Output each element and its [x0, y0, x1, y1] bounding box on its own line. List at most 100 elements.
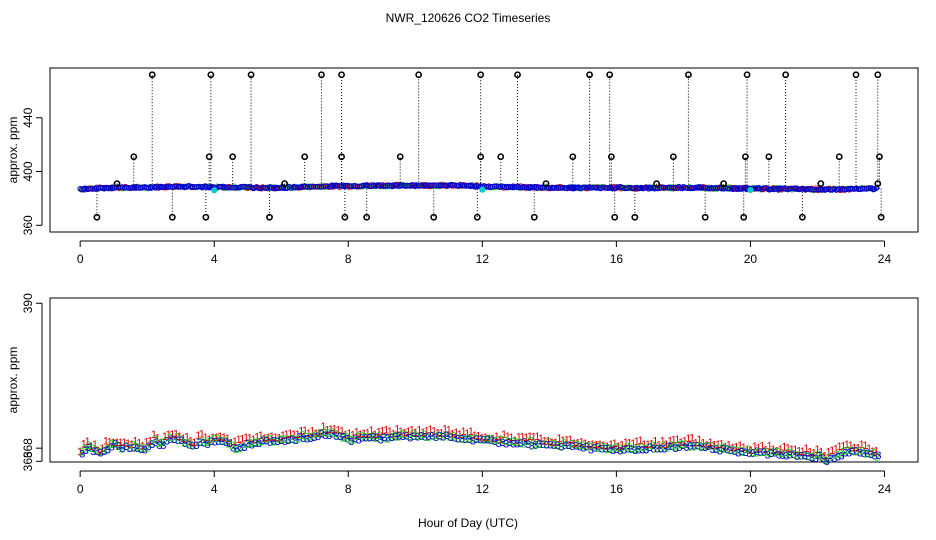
series-3-point: 3: [481, 435, 487, 447]
series-1-point: 1: [833, 444, 839, 456]
series-1-point: 1: [693, 438, 699, 450]
series-1-point: 1: [213, 432, 219, 444]
baseline-point: [535, 184, 542, 191]
series-3-point: 3: [429, 431, 435, 443]
series-1-point: 1: [752, 441, 758, 453]
baseline-point: [511, 184, 518, 191]
series-2-point: 2: [871, 447, 877, 459]
spike-small-marker: [542, 180, 550, 188]
baseline-point: [135, 184, 142, 191]
baseline-point: [238, 183, 244, 190]
series-3-point: 3: [654, 443, 660, 455]
baseline-point: [537, 184, 544, 191]
baseline-point: [230, 184, 236, 191]
spike-high-marker: [247, 71, 255, 79]
baseline-point: [324, 183, 331, 190]
series-1-point: 1: [634, 436, 640, 448]
series-3-point: 3: [112, 439, 118, 451]
series-1-point: 1: [228, 438, 234, 450]
baseline-point: [467, 183, 474, 190]
series-1-point: 1: [140, 440, 146, 452]
series-3-point: 3: [617, 445, 623, 457]
baseline-point: [523, 184, 530, 191]
series-1-point: 1: [217, 431, 223, 443]
series-2-point: 2: [532, 440, 538, 452]
baseline-point: [308, 184, 315, 190]
series-3-point: 3: [422, 432, 428, 444]
series-3-point: 3: [179, 435, 185, 447]
series-2-point: 2: [244, 439, 250, 451]
series-2-point: 2: [686, 442, 692, 454]
baseline-point: [437, 183, 443, 189]
series-1-point: 1: [567, 434, 573, 446]
series-1-point: 1: [682, 436, 688, 448]
series-2-point: 2: [108, 439, 114, 451]
baseline-point: [256, 185, 262, 191]
series-2-point: 2: [554, 439, 560, 451]
baseline-point: [811, 187, 817, 193]
series-2-point: 2: [535, 439, 541, 451]
series-1-point: 1: [372, 429, 378, 441]
series-2-point: 2: [484, 434, 490, 446]
baseline-point: [525, 184, 532, 191]
series-3-point: 3: [783, 450, 789, 462]
baseline-point: [519, 184, 526, 191]
series-2-point: 2: [461, 434, 467, 446]
series-2-point: 2: [561, 438, 567, 450]
series-3-point: 3: [175, 435, 181, 447]
series-1-point: 1: [615, 441, 621, 453]
series-3-point: 3: [805, 451, 811, 463]
baseline-point: [224, 184, 230, 191]
baseline-point: [773, 185, 779, 192]
series-3-point: 3: [562, 440, 568, 452]
series-3-point: 3: [743, 447, 749, 459]
series-2-point: 2: [819, 452, 825, 464]
series-2-point: 2: [85, 440, 91, 452]
series-3-point: 3: [109, 441, 115, 453]
series-1-point: 1: [191, 437, 197, 449]
baseline-point: [559, 184, 566, 191]
series-1-point: 1: [151, 429, 157, 441]
series-3-point: 3: [533, 440, 539, 452]
series-2-point: 2: [491, 436, 497, 448]
series-3-point: 3: [684, 442, 690, 454]
spike-high-marker: [782, 71, 790, 79]
series-1-point: 1: [733, 441, 739, 453]
series-2-point: 2: [631, 444, 637, 456]
baseline-point: [419, 182, 425, 189]
series-1-point: 1: [645, 439, 651, 451]
top-panel: approx. ppm 0 4 8 12 16 20 24 360 400 440: [6, 67, 919, 266]
baseline-point: [348, 183, 355, 189]
series-1-point: 1: [497, 434, 503, 446]
baseline-point: [789, 185, 795, 192]
baseline-point: [403, 182, 409, 189]
series-3-point: 3: [669, 441, 675, 453]
series-2-point: 2: [679, 439, 685, 451]
series-1-point: 1: [623, 437, 629, 449]
series-1-point: 1: [792, 444, 798, 456]
series-2-point: 2: [388, 432, 394, 444]
series-3-point: 3: [665, 441, 671, 453]
spike-high-marker: [148, 71, 156, 79]
baseline-point: [513, 184, 520, 190]
series-1-point: 1: [331, 423, 337, 435]
series-1-point: 1: [578, 436, 584, 448]
series-2-point: 2: [605, 444, 611, 456]
series-1-point: 1: [225, 433, 231, 445]
series-3-point: 3: [507, 437, 513, 449]
baseline-point: [459, 182, 466, 189]
series-1-point: 1: [700, 437, 706, 449]
top-spike-markers: [93, 71, 885, 221]
series-2-point: 2: [321, 427, 327, 439]
series-1-point: 1: [280, 430, 286, 442]
series-3-point: 3: [363, 432, 369, 444]
series-3-point: 3: [348, 436, 354, 448]
series-2-point: 2: [745, 444, 751, 456]
bottom-y-tick-label: 366: [21, 451, 35, 471]
series-3-point: 3: [580, 442, 586, 454]
baseline-point: [165, 184, 172, 190]
baseline-point: [360, 182, 367, 189]
series-1-point: 1: [475, 431, 481, 443]
series-2-point: 2: [465, 433, 471, 445]
series-3-point: 3: [411, 431, 417, 443]
